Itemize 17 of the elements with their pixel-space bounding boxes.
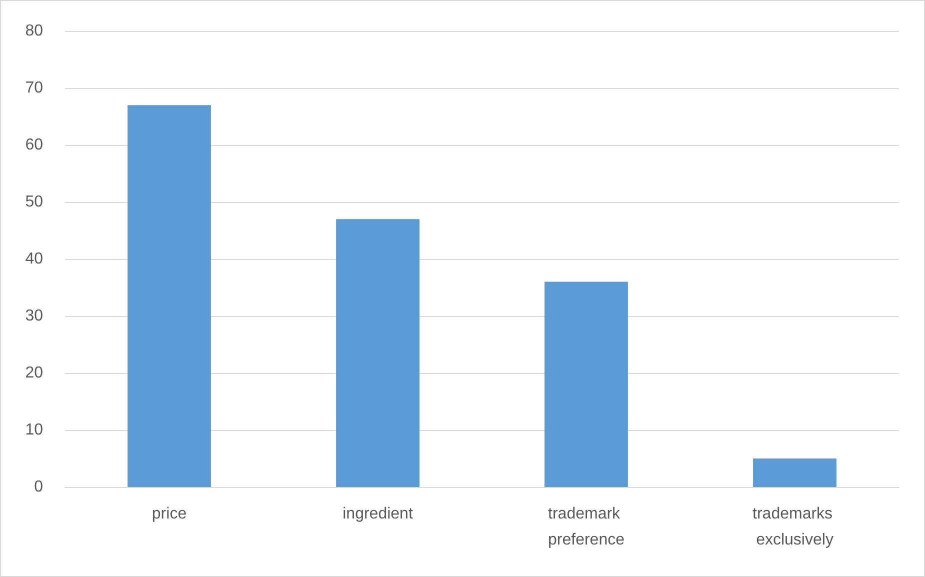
y-tick-label: 0 <box>34 478 44 496</box>
y-tick-label: 20 <box>25 364 44 382</box>
x-tick-label: ingredient <box>342 506 414 522</box>
x-tick-label: trademarks exclusively <box>752 506 837 548</box>
y-tick-label: 40 <box>25 250 44 268</box>
y-tick-label: 30 <box>25 308 44 324</box>
bar <box>336 219 420 487</box>
bar <box>753 458 836 487</box>
y-tick-label: 60 <box>25 136 44 154</box>
x-tick-label: price <box>152 506 187 522</box>
y-tick-label: 50 <box>25 194 44 210</box>
y-tick-label: 70 <box>25 80 44 96</box>
y-tick-label: 10 <box>25 422 44 438</box>
bar <box>544 282 628 487</box>
bar <box>128 105 211 487</box>
x-tick-label: trademark preference <box>548 506 625 548</box>
y-tick-label: 80 <box>25 22 44 40</box>
